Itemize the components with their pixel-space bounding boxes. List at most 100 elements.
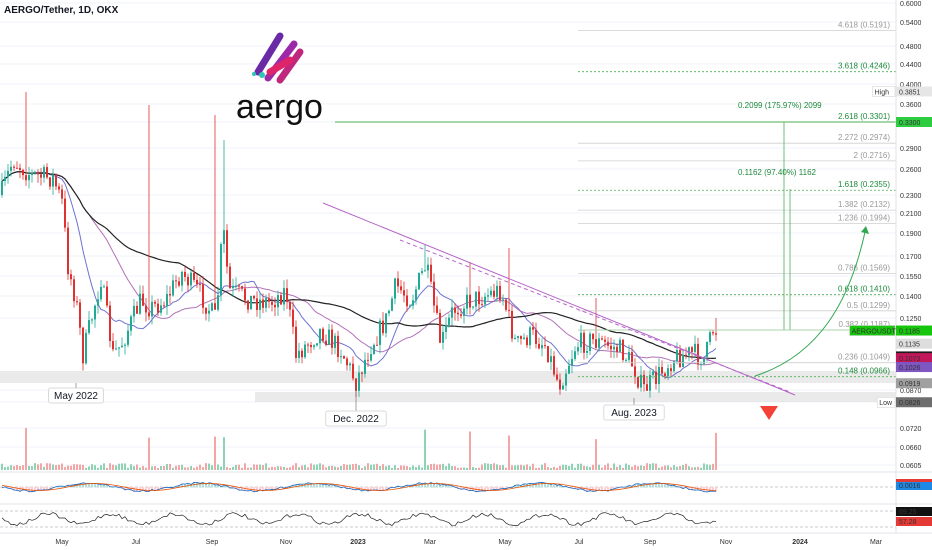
time-axis: May Jul Sep Nov 2023 Mar May Jul Sep Nov 2024 Mar [55,539,882,546]
candle-body [82,327,84,364]
candle-body [649,375,651,391]
candle-body [220,244,222,296]
volume-bar [277,466,279,470]
macd-histogram-bar [538,482,540,488]
volume-bar [190,465,192,470]
macd-histogram-bar [499,487,501,490]
candle-body [103,286,105,288]
volume-bar [535,467,537,470]
volume-bar [475,467,477,470]
macd-histogram-bar [262,487,264,492]
macd-histogram-bar [652,483,654,488]
candle-body [403,290,405,296]
volume-bar [376,463,378,470]
macd-histogram-bar [373,487,375,491]
trendlines [322,202,869,420]
volume-bar [187,467,189,470]
volume-bar [292,465,294,470]
macd-histogram-bar [259,487,261,491]
candle-body [679,349,681,367]
volume-bar [577,463,579,470]
candle-body [715,333,717,335]
volume-bar [196,466,198,470]
candlesticks [1,92,717,398]
volume-bar [562,464,564,470]
volume-bar [418,465,420,470]
ema-purple-line [1,171,717,366]
candle-body [409,305,411,307]
candle-body [46,167,48,178]
volume-bar [574,467,576,470]
volume-bar [664,465,666,470]
volume-bar [547,466,549,470]
candle-body [469,294,471,308]
volume-bar [265,463,267,470]
candle-body [19,167,21,170]
volume-bar [526,464,528,470]
volume-bar [622,467,624,470]
volume-bar [145,467,147,470]
volume-bar [430,463,432,470]
chart-title: AERGO/Tether, 1D, OKX [4,5,119,16]
logo-stroke [254,32,284,76]
fib-level-label: 0.382 (0.1187) [839,320,891,329]
volume-bar [118,463,120,470]
candle-body [667,368,669,376]
volume-bar [229,467,231,470]
macd-histogram-bar [379,487,381,491]
macd-tag-box [896,482,932,490]
volume-bar [358,465,360,470]
candle-body [130,316,132,331]
macd-histogram-bar [376,487,378,491]
price-tick-label: 0.3600 [900,102,922,109]
candle-body [691,347,693,352]
macd-histogram-bar [628,485,630,488]
macd-histogram-bar [331,484,333,488]
candle-body [289,301,291,310]
candle-body [136,305,138,314]
aergo-logo: aergo [236,32,323,126]
candle-body [64,198,66,228]
volume-bar [613,463,615,470]
volume-bar [259,464,261,470]
price-tag-box [896,397,932,408]
volume-bar [634,464,636,470]
volume-bar [100,465,102,470]
candle-body [481,304,483,306]
candle-body [595,339,597,348]
volume-bar [436,464,438,470]
candle-body [343,356,345,359]
macd-histogram-bar [160,487,162,490]
candle-body [109,305,111,342]
macd-histogram-bar [175,486,177,488]
candle-body [55,174,57,187]
volume-bar [688,466,690,470]
macd-histogram-bar [517,484,519,488]
candle-body [229,266,231,289]
macd-histogram-bar [133,487,135,492]
macd-histogram-bar [190,484,192,488]
price-tick-label: 0.0660 [900,445,922,452]
macd-histogram-bar [559,484,561,488]
volume-bar [604,465,606,470]
volume-bar [163,465,165,470]
support-zones [0,371,896,402]
macd-histogram-bar [487,487,489,492]
volume-bar [427,465,429,470]
price-axis: 0.6000 0.5400 0.4800 0.4400 0.4000 0.3600 0.33… [849,0,932,533]
volume-bar [304,464,306,470]
macd-histogram-bar [49,487,51,490]
candle-body [433,281,435,306]
volume-bar [361,467,363,470]
volume-bar [169,463,171,470]
candle-body [436,305,438,313]
candle-body [265,298,267,308]
candle-body [271,301,273,305]
measure-label-1: 0.2099 (175.97%) 2099 [738,101,822,110]
macd-histogram-bar [241,487,243,491]
candle-body [256,298,258,310]
candle-body [517,336,519,338]
macd-histogram-bar [319,483,321,488]
macd-histogram-bar [46,487,48,491]
